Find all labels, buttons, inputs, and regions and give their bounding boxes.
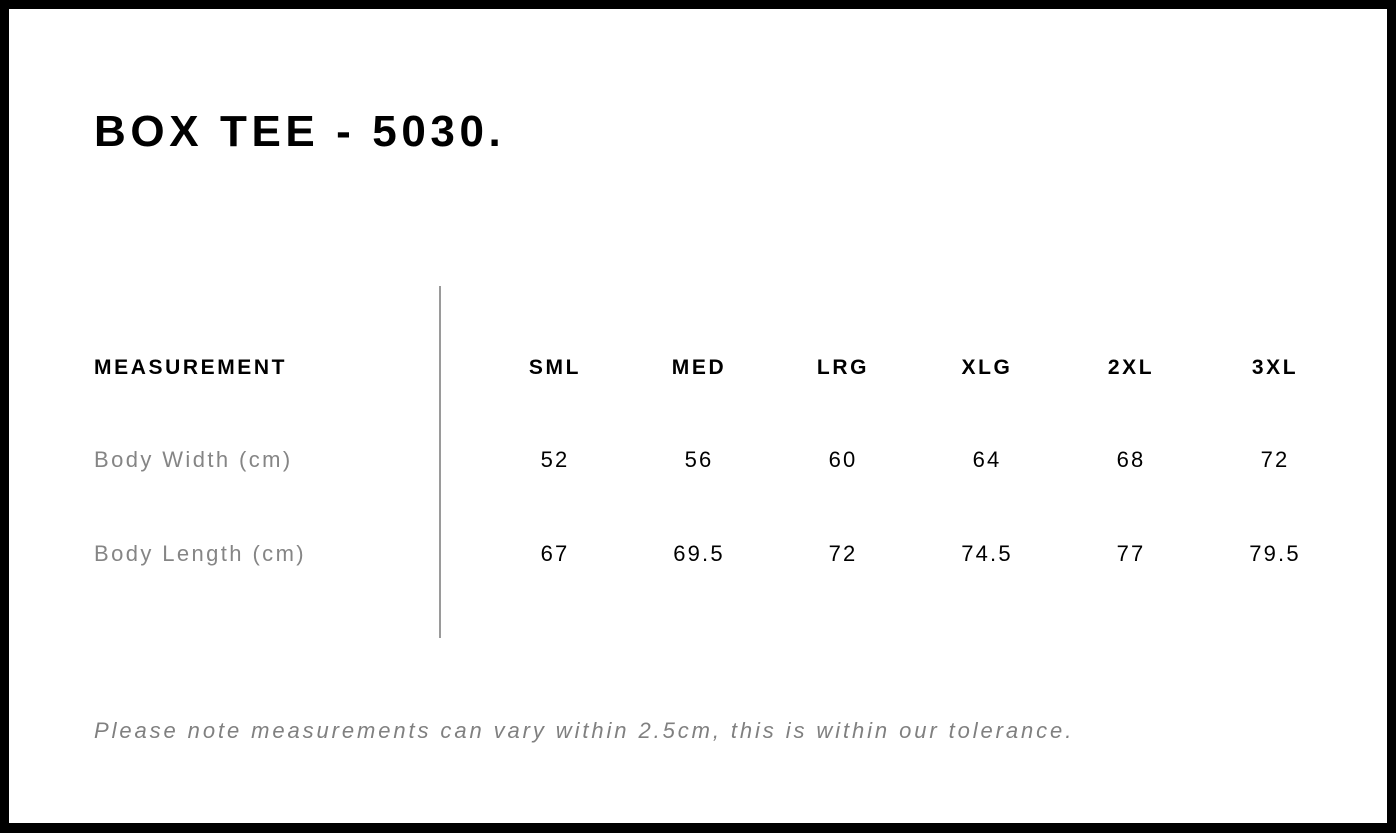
size-header-sml: SML [528,356,582,379]
row-label-body-length: Body Length (cm) [94,541,307,566]
table-cell: 67 [540,541,570,566]
column-divider [439,286,441,638]
table-cell: 77 [1116,541,1146,566]
table-cell: 52 [540,447,570,472]
table-cell: 68 [1116,447,1146,472]
size-header-lrg: LRG [816,356,870,379]
table-cell: 74.5 [961,541,1013,566]
size-header-3xl: 3XL [1251,356,1299,379]
table-cell: 72 [1260,447,1290,472]
table-cell: 79.5 [1249,541,1301,566]
page-title: BOX TEE - 5030. [94,107,506,156]
table-cell: 69.5 [673,541,725,566]
size-header-2xl: 2XL [1107,356,1155,379]
row-label-body-width: Body Width (cm) [94,447,293,472]
size-header-med: MED [671,356,727,379]
size-chart-card: BOX TEE - 5030. MEASUREMENT SML MED LRG … [9,9,1387,823]
tolerance-note: Please note measurements can vary within… [94,718,1075,743]
size-header-xlg: XLG [961,356,1013,379]
table-cell: 72 [828,541,858,566]
table-cell: 56 [684,447,714,472]
table-cell: 60 [828,447,858,472]
table-cell: 64 [972,447,1002,472]
measurement-header: MEASUREMENT [94,356,288,379]
